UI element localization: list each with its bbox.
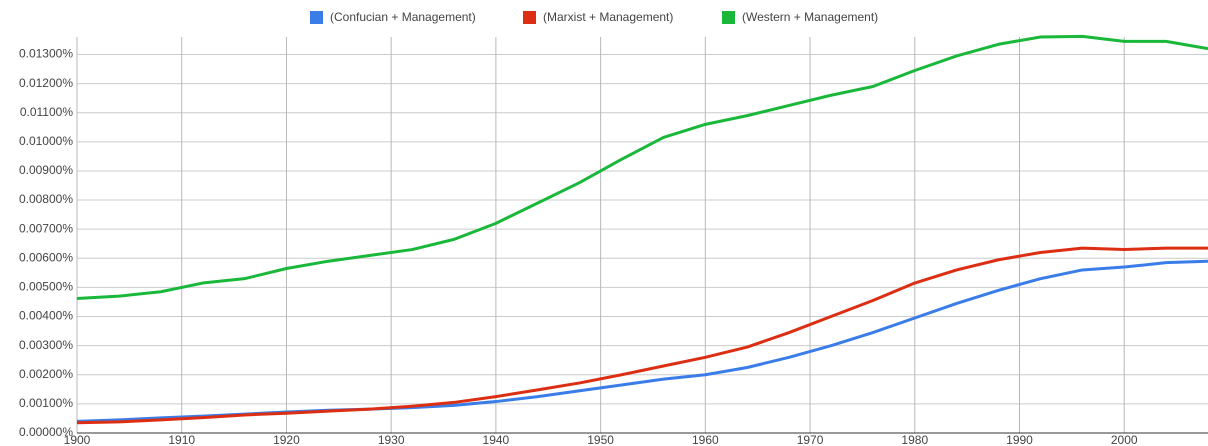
legend-item: (Confucian + Management) xyxy=(310,10,476,24)
y-tick-label: 0.00200% xyxy=(19,367,73,381)
x-tick-label: 1950 xyxy=(587,433,614,446)
series-line xyxy=(76,259,1208,423)
y-tick-label: 0.01200% xyxy=(19,76,73,90)
x-tick-label: 1920 xyxy=(273,433,300,446)
legend-swatch xyxy=(310,11,323,24)
x-tick-label: 1910 xyxy=(168,433,195,446)
y-tick-label: 0.00800% xyxy=(19,192,73,206)
x-tick-label: 1980 xyxy=(901,433,928,446)
y-tick-label: 0.00700% xyxy=(19,221,73,235)
x-tick-label: 1990 xyxy=(1006,433,1033,446)
y-tick-label: 0.00900% xyxy=(19,163,73,177)
legend-swatch xyxy=(722,11,735,24)
y-tick-label: 0.00300% xyxy=(19,338,73,352)
series-line xyxy=(76,34,1208,300)
y-tick-label: 0.00600% xyxy=(19,250,73,264)
series-line xyxy=(76,246,1208,425)
legend-label: (Confucian + Management) xyxy=(330,10,476,24)
y-tick-label: 0.00500% xyxy=(19,280,73,294)
legend-item: (Marxist + Management) xyxy=(523,10,673,24)
legend-swatch xyxy=(523,11,536,24)
y-tick-label: 0.01100% xyxy=(20,105,73,119)
x-tick-label: 1930 xyxy=(378,433,405,446)
x-tick-label: 1900 xyxy=(64,433,91,446)
y-tick-label: 0.01300% xyxy=(19,47,73,61)
x-tick-label: 1940 xyxy=(483,433,510,446)
y-tick-label: 0.00400% xyxy=(19,309,73,323)
x-tick-label: 2000 xyxy=(1111,433,1138,446)
x-tick-label: 1960 xyxy=(692,433,719,446)
legend-label: (Western + Management) xyxy=(742,10,878,24)
legend-label: (Marxist + Management) xyxy=(543,10,673,24)
y-tick-label: 0.01000% xyxy=(19,134,73,148)
legend-item: (Western + Management) xyxy=(722,10,878,24)
y-tick-label: 0.00100% xyxy=(19,396,73,410)
x-tick-label: 1970 xyxy=(797,433,824,446)
y-tick-label: 0.00000% xyxy=(19,425,73,439)
